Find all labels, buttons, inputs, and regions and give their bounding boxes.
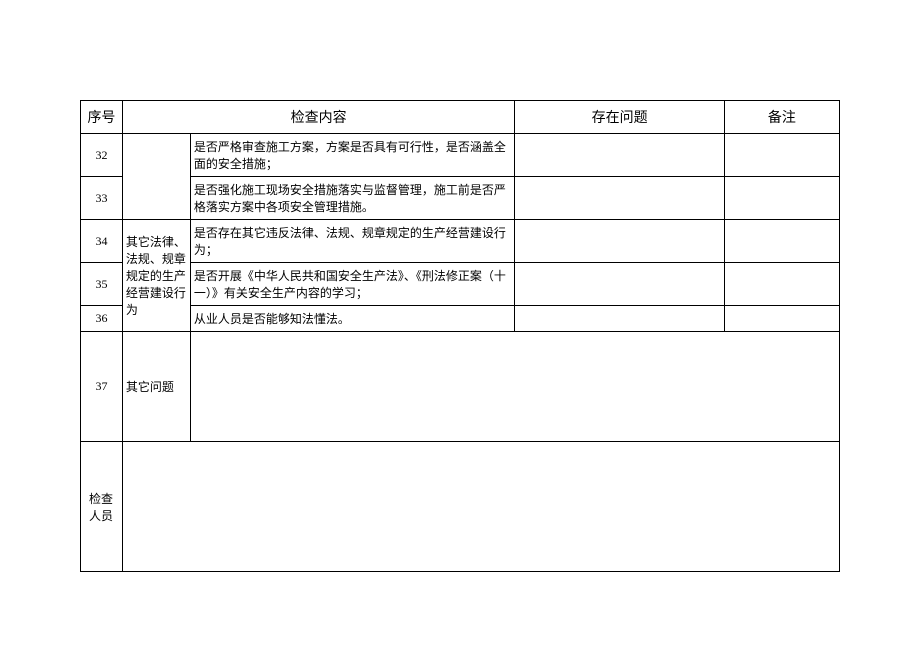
cell-problem: [515, 134, 724, 177]
cell-content: 从业人员是否能够知法懂法。: [190, 306, 515, 332]
header-content: 检查内容: [122, 101, 515, 134]
cell-content: [190, 332, 839, 442]
cell-content: 是否存在其它违反法律、法规、规章规定的生产经营建设行为；: [190, 220, 515, 263]
inspection-table: 序号 检查内容 存在问题 备注 32 是否严格审查施工方案，方案是否具有可行性，…: [80, 100, 840, 572]
table-row: 33 是否强化施工现场安全措施落实与监督管理，施工前是否严格落实方案中各项安全管…: [81, 177, 840, 220]
cell-seq: 34: [81, 220, 123, 263]
cell-seq: 33: [81, 177, 123, 220]
cell-content: 是否强化施工现场安全措施落实与监督管理，施工前是否严格落实方案中各项安全管理措施…: [190, 177, 515, 220]
cell-note: [724, 263, 839, 306]
cell-category: 其它问题: [122, 332, 190, 442]
cell-note: [724, 220, 839, 263]
cell-category: [122, 134, 190, 220]
cell-content: 是否严格审查施工方案，方案是否具有可行性，是否涵盖全面的安全措施；: [190, 134, 515, 177]
table-row: 34 其它法律、法规、规章规定的生产经营建设行为 是否存在其它违反法律、法规、规…: [81, 220, 840, 263]
cell-problem: [515, 306, 724, 332]
cell-category-merged: 其它法律、法规、规章规定的生产经营建设行为: [122, 220, 190, 332]
table-row: 36 从业人员是否能够知法懂法。: [81, 306, 840, 332]
header-problem: 存在问题: [515, 101, 724, 134]
header-note: 备注: [724, 101, 839, 134]
cell-seq: 35: [81, 263, 123, 306]
cell-seq: 37: [81, 332, 123, 442]
cell-problem: [515, 177, 724, 220]
cell-note: [724, 306, 839, 332]
cell-content: 是否开展《中华人民共和国安全生产法》、《刑法修正案（十一）》有关安全生产内容的学…: [190, 263, 515, 306]
cell-seq: 32: [81, 134, 123, 177]
cell-note: [724, 177, 839, 220]
cell-seq: 36: [81, 306, 123, 332]
inspector-label: 检查人员: [81, 442, 123, 572]
cell-note: [724, 134, 839, 177]
table-row: 37 其它问题: [81, 332, 840, 442]
inspector-row: 检查人员: [81, 442, 840, 572]
cell-problem: [515, 220, 724, 263]
inspector-content: [122, 442, 839, 572]
table-row: 32 是否严格审查施工方案，方案是否具有可行性，是否涵盖全面的安全措施；: [81, 134, 840, 177]
header-seq: 序号: [81, 101, 123, 134]
table-header-row: 序号 检查内容 存在问题 备注: [81, 101, 840, 134]
cell-problem: [515, 263, 724, 306]
table-row: 35 是否开展《中华人民共和国安全生产法》、《刑法修正案（十一）》有关安全生产内…: [81, 263, 840, 306]
